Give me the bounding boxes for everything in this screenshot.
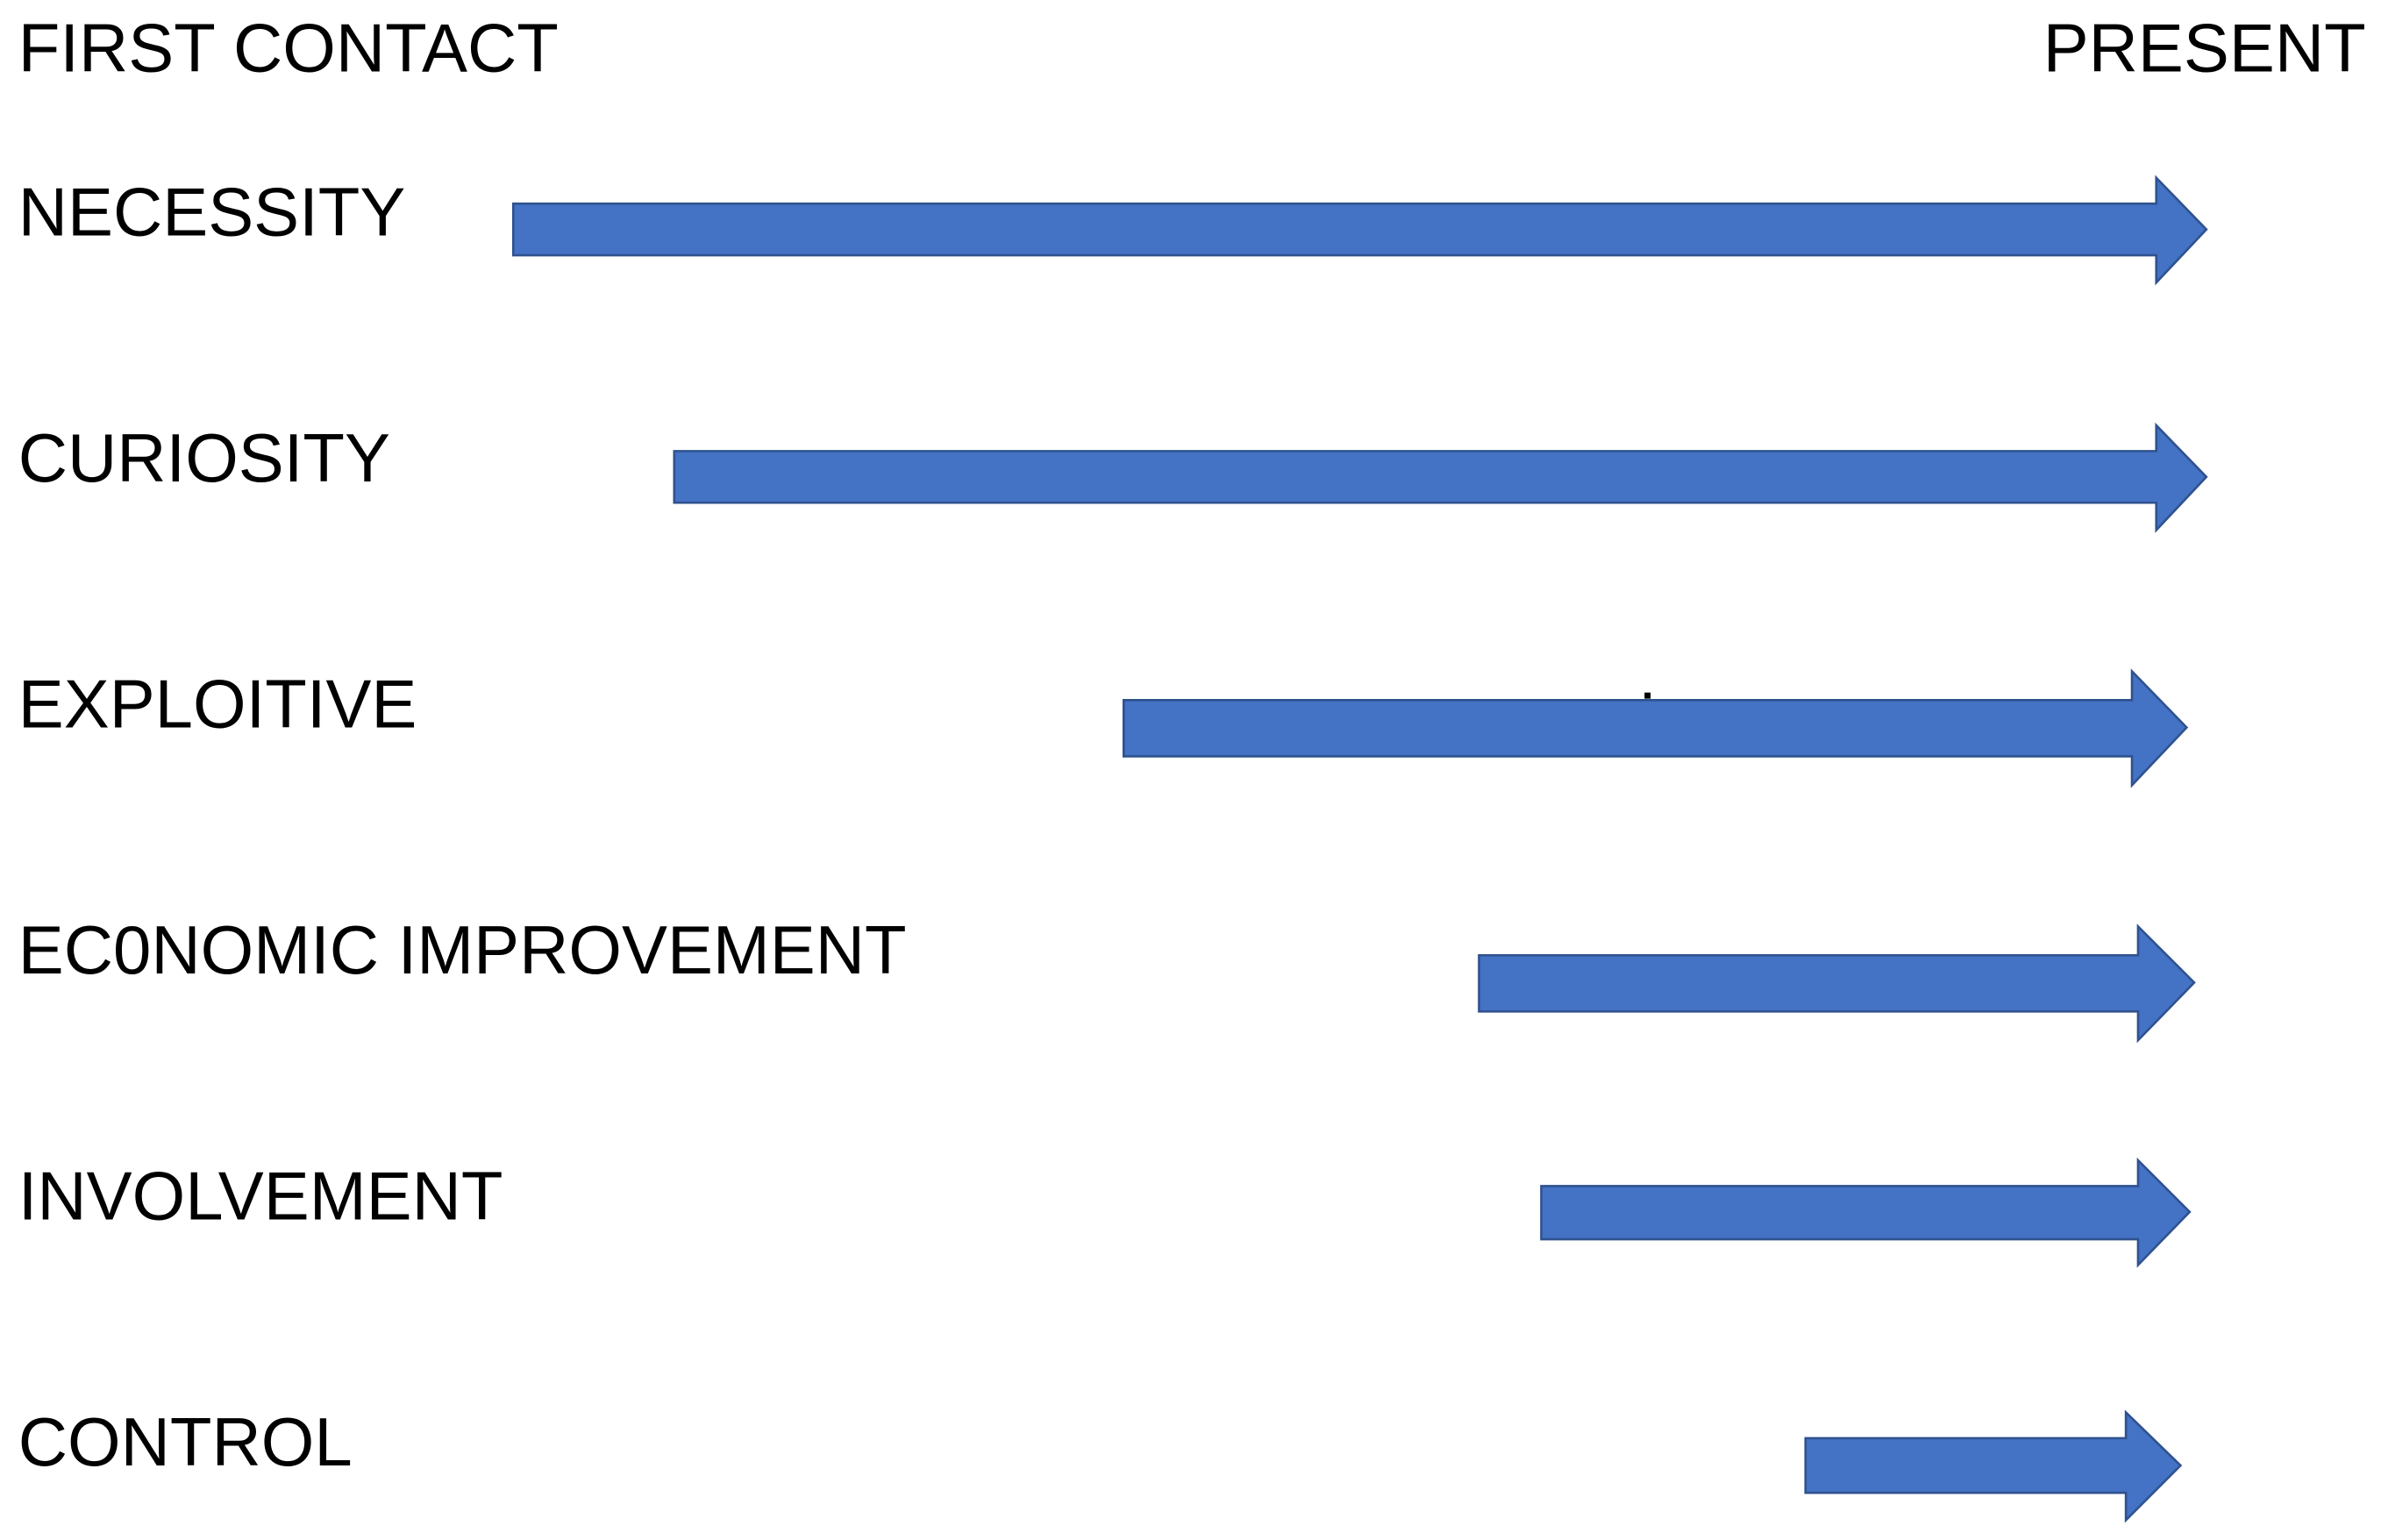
arrow	[1804, 1409, 2183, 1523]
row-label: NECESSITY	[18, 174, 406, 251]
header-right: PRESENT	[2043, 10, 2366, 87]
arrow	[1478, 923, 2196, 1044]
row-label: INVOLVEMENT	[18, 1158, 503, 1235]
row-label: EC0NOMIC IMPROVEMENT	[18, 911, 907, 988]
row-label: EXPLOITIVE	[18, 666, 417, 743]
row-label: CONTROL	[18, 1403, 353, 1480]
header-left: FIRST CONTACT	[18, 10, 559, 87]
arrow	[511, 175, 2208, 286]
row-label: CURIOSITY	[18, 419, 390, 496]
arrow	[1540, 1157, 2192, 1268]
arrow	[673, 422, 2208, 533]
arrow	[1123, 668, 2189, 788]
dot	[1644, 692, 1651, 699]
